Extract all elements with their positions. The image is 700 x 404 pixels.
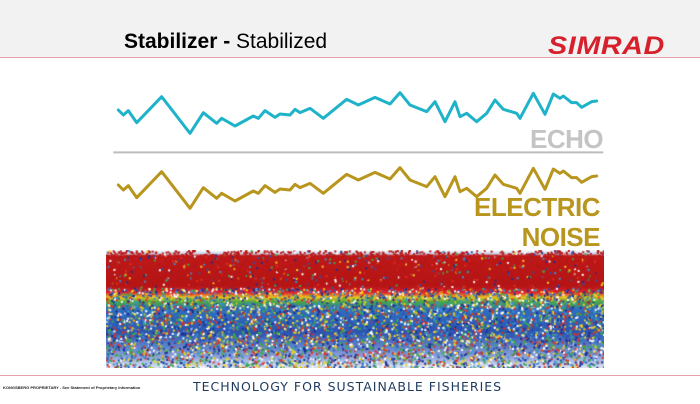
noise-label-line2: NOISE bbox=[521, 222, 601, 252]
footer-tagline: TECHNOLOGY FOR SUSTAINABLE FISHERIES bbox=[193, 379, 503, 394]
header-bar bbox=[0, 0, 700, 58]
simrad-logo: SIMRAD bbox=[548, 32, 665, 60]
wave-diagram bbox=[113, 91, 604, 210]
slide-title: Stabilizer - Stabilized bbox=[124, 30, 327, 54]
title-bold: Stabilizer - bbox=[124, 30, 237, 53]
electric-noise-label: ELECTRIC NOISE bbox=[470, 192, 601, 252]
noise-wave bbox=[116, 166, 599, 210]
title-regular: Stabilized bbox=[236, 30, 328, 53]
echogram-image bbox=[106, 250, 604, 368]
proprietary-notice: KONGSBERG PROPRIETARY - See Statement of… bbox=[3, 385, 141, 390]
echo-wave bbox=[116, 91, 599, 135]
header-divider bbox=[0, 57, 700, 58]
echo-label: ECHO bbox=[530, 124, 604, 154]
footer-divider bbox=[0, 375, 700, 376]
noise-label-line1: ELECTRIC bbox=[474, 192, 601, 222]
